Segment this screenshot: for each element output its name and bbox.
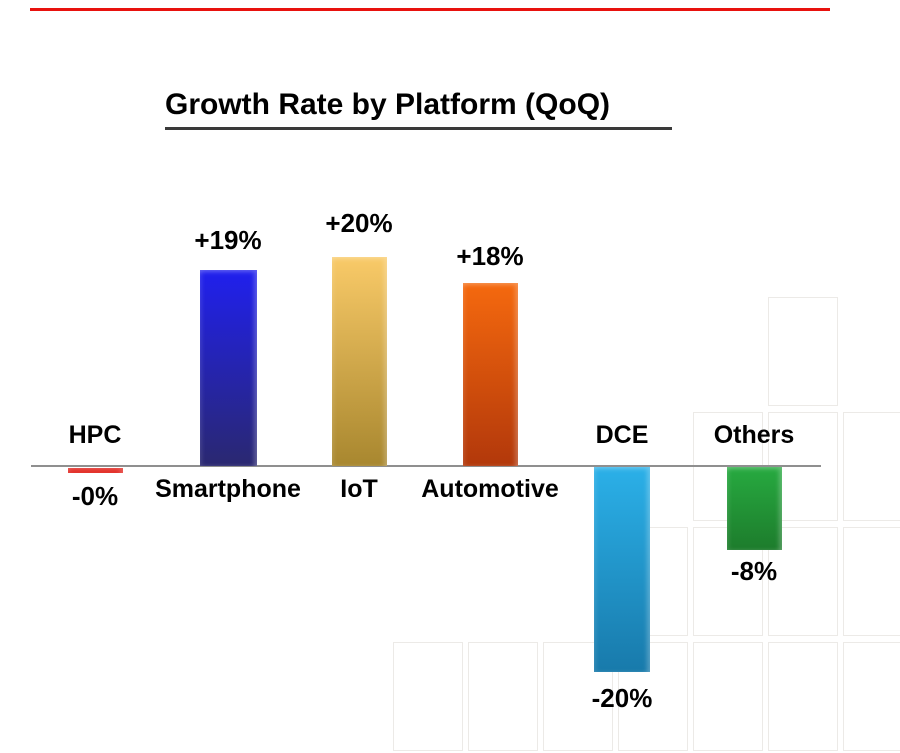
bar-hpc	[68, 468, 123, 473]
value-label-dce: -20%	[591, 683, 653, 713]
value-label-hpc: -0%	[71, 481, 119, 511]
top-accent-line	[30, 8, 830, 11]
chart-title: Growth Rate by Platform (QoQ)	[165, 88, 672, 130]
value-label-iot: +20%	[325, 208, 393, 238]
category-label-others: Others	[713, 421, 795, 449]
background-grid-cell	[843, 642, 900, 751]
category-label-dce: DCE	[595, 421, 649, 449]
background-grid-cell	[468, 642, 538, 751]
background-grid-cell	[768, 297, 838, 406]
value-label-automotive: +18%	[456, 241, 524, 271]
category-label-smartphone: Smartphone	[155, 475, 301, 503]
background-grid-cell	[393, 642, 463, 751]
bar-others	[727, 467, 782, 550]
bar-dce	[594, 467, 650, 672]
background-grid-cell	[843, 527, 900, 636]
x-axis-baseline	[31, 465, 821, 467]
background-grid-cell	[843, 412, 900, 521]
background-grid-cell	[768, 642, 838, 751]
bar-smartphone	[200, 270, 257, 466]
category-label-hpc: HPC	[68, 421, 122, 449]
value-label-others: -8%	[730, 556, 778, 586]
category-label-iot: IoT	[340, 475, 378, 503]
category-label-automotive: Automotive	[421, 475, 559, 503]
value-label-smartphone: +19%	[194, 225, 262, 255]
bar-automotive	[463, 283, 518, 466]
bar-iot	[332, 257, 387, 466]
background-grid-cell	[693, 642, 763, 751]
